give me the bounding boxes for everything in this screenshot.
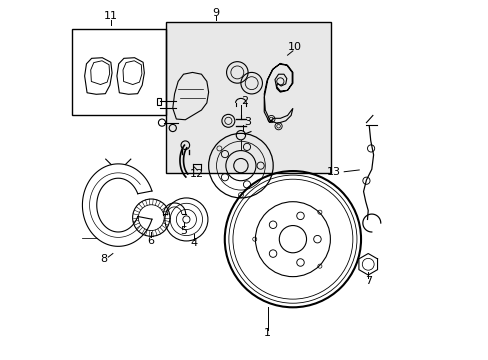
- Text: 13: 13: [326, 167, 341, 177]
- Text: 6: 6: [147, 236, 154, 246]
- Bar: [156, 98, 161, 105]
- Bar: [165, 22, 330, 173]
- Text: 10: 10: [287, 42, 301, 51]
- Text: 7: 7: [364, 276, 371, 286]
- Text: 11: 11: [104, 11, 118, 21]
- Bar: [165, 22, 330, 173]
- Text: 2: 2: [241, 96, 247, 106]
- Text: 12: 12: [190, 168, 204, 179]
- Text: 8: 8: [100, 254, 107, 264]
- Bar: [72, 30, 165, 116]
- Text: 4: 4: [190, 238, 198, 248]
- Text: 9: 9: [212, 8, 219, 18]
- Text: 3: 3: [244, 117, 251, 127]
- Text: 5: 5: [180, 226, 186, 236]
- Text: 1: 1: [264, 328, 271, 338]
